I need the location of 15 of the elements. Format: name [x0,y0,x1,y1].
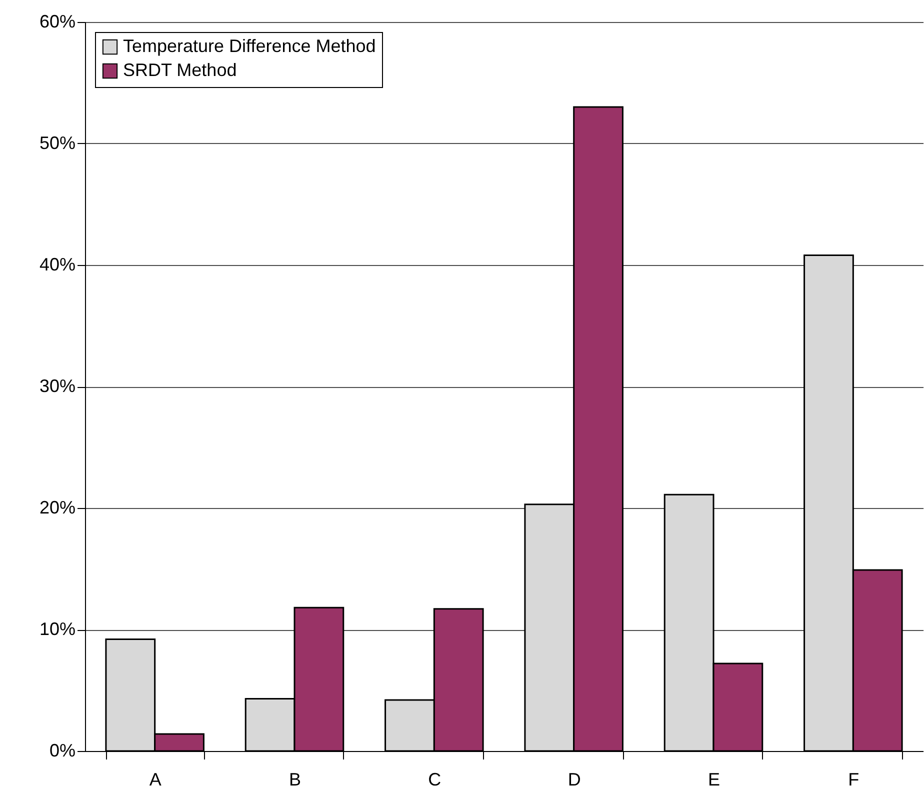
y-tick-label: 60% [39,12,76,32]
y-tick-label: 0% [49,740,76,760]
x-tick-label: A [149,770,162,790]
y-tick-label: 30% [39,376,76,396]
x-tick-label: D [568,770,581,790]
y-tick-label: 10% [39,619,76,639]
x-tick-label: F [848,770,860,790]
legend-label: Temperature Difference Method [123,36,376,56]
y-tick-label: 50% [39,133,76,153]
y-tick-label: 20% [39,498,76,518]
legend-label: SRDT Method [123,60,237,80]
x-tick-label: E [708,770,720,790]
x-tick-label: C [428,770,442,790]
x-tick-label: B [288,770,302,790]
y-tick-label: 40% [39,254,76,274]
